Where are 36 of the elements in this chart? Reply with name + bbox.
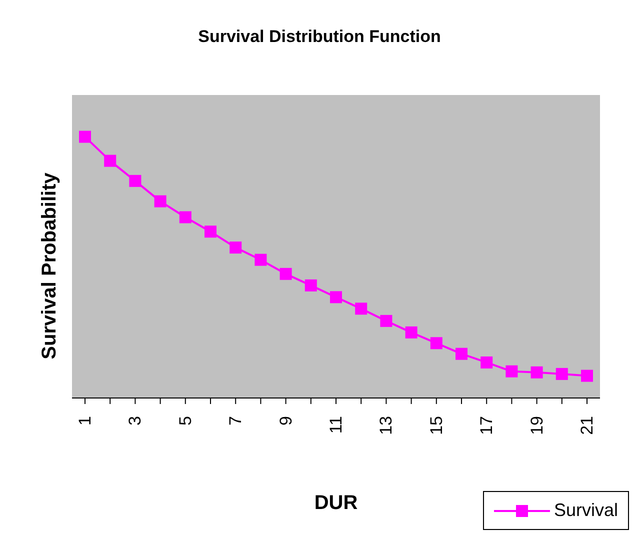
point (304, 279, 317, 292)
point (506, 365, 518, 378)
chart-title: Survival Distribution Function (197, 27, 442, 47)
point (355, 302, 368, 315)
x-tick-label: 7 (226, 416, 246, 426)
point (530, 366, 543, 378)
x-tick-label: 19 (527, 416, 546, 435)
point (79, 130, 91, 143)
point (456, 348, 468, 360)
x-tick-label: 15 (426, 416, 446, 435)
x-tick-label: 3 (126, 416, 145, 426)
point (204, 226, 216, 238)
point (230, 242, 242, 254)
point (104, 154, 116, 167)
point (430, 337, 442, 350)
x-axis-title: DUR (314, 492, 358, 515)
point (280, 268, 292, 280)
point (129, 174, 142, 187)
point (405, 326, 418, 338)
point (480, 356, 493, 368)
point (154, 195, 166, 208)
point (380, 314, 392, 327)
x-tick-label: 1 (76, 416, 94, 426)
x-tick-label: 9 (276, 416, 296, 426)
point (179, 211, 192, 224)
legend-label: Survival (554, 500, 618, 521)
y-axis-title: Survival Probability (38, 172, 62, 360)
x-tick-label: 11 (326, 416, 346, 434)
point (254, 254, 267, 266)
x-tick-label: 17 (477, 416, 496, 435)
point (330, 291, 342, 304)
point (581, 370, 593, 382)
x-tick-label: 21 (578, 416, 596, 435)
x-tick-label: 13 (376, 416, 396, 435)
point (556, 368, 568, 380)
x-tick-label: 5 (176, 416, 195, 426)
